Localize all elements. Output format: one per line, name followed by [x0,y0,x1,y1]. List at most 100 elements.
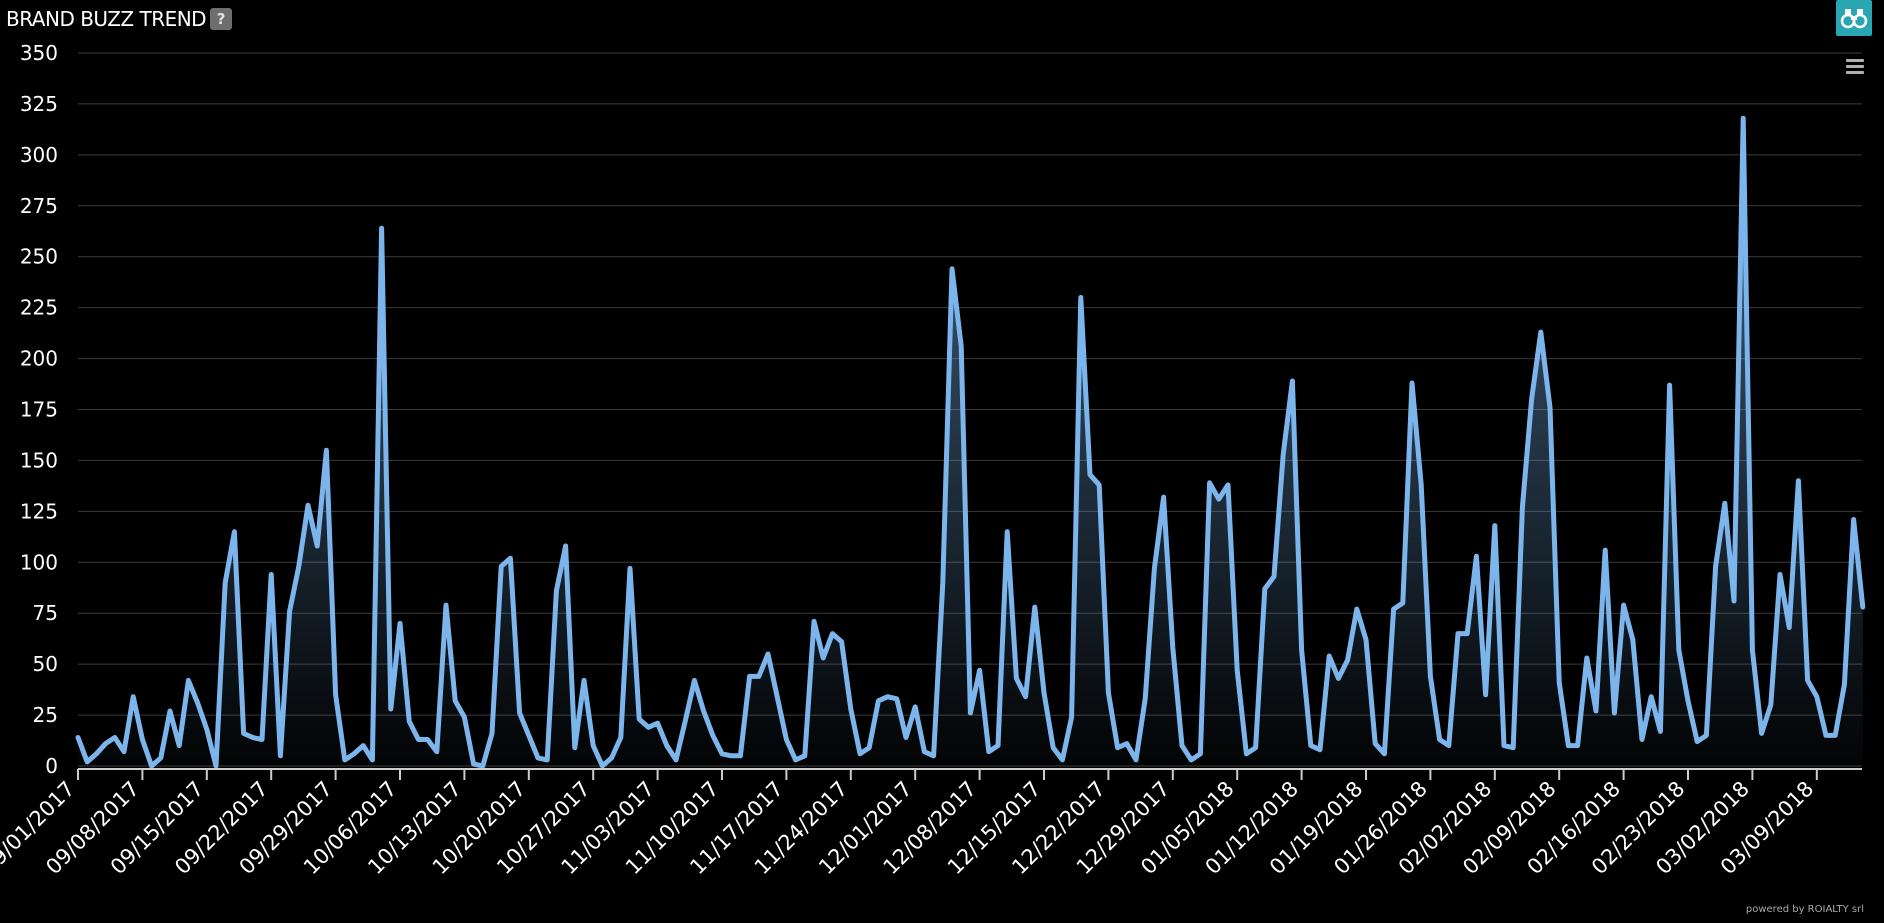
data-point[interactable] [1316,746,1324,754]
data-point[interactable] [746,672,754,680]
data-point[interactable] [460,713,468,721]
data-point[interactable] [810,617,818,625]
data-point[interactable] [1693,738,1701,746]
data-point[interactable] [258,736,266,744]
data-point[interactable] [819,654,827,662]
data-point[interactable] [1583,654,1591,662]
data-point[interactable] [874,697,882,705]
data-point[interactable] [1537,328,1545,336]
data-point[interactable] [608,754,616,762]
data-point[interactable] [1804,676,1812,684]
data-point[interactable] [552,587,560,595]
data-point[interactable] [433,748,441,756]
data-point[interactable] [690,676,698,684]
data-point[interactable] [1463,630,1471,638]
data-point[interactable] [764,650,772,658]
data-point[interactable] [562,542,570,550]
data-point[interactable] [295,562,303,570]
binoculars-icon[interactable] [1836,0,1872,36]
data-point[interactable] [1288,377,1296,385]
data-point[interactable] [194,699,202,707]
data-point[interactable] [341,756,349,764]
data-point[interactable] [83,758,91,766]
data-point[interactable] [1445,742,1453,750]
data-point[interactable] [92,750,100,758]
data-point[interactable] [1712,562,1720,570]
data-point[interactable] [368,756,376,764]
data-point[interactable] [1399,599,1407,607]
data-point[interactable] [74,733,82,741]
data-point[interactable] [184,676,192,684]
data-point[interactable] [230,528,238,536]
data-point[interactable] [856,750,864,758]
data-point[interactable] [1325,652,1333,660]
data-point[interactable] [506,554,514,562]
data-point[interactable] [884,693,892,701]
data-point[interactable] [1206,479,1214,487]
data-point[interactable] [1344,656,1352,664]
data-point[interactable] [525,731,533,739]
data-point[interactable] [1031,603,1039,611]
data-point[interactable] [1298,646,1306,654]
data-point[interactable] [1666,381,1674,389]
data-point[interactable] [1371,740,1379,748]
data-point[interactable] [1610,709,1618,717]
data-point[interactable] [865,744,873,752]
data-point[interactable] [654,719,662,727]
data-point[interactable] [1417,481,1425,489]
data-point[interactable] [663,742,671,750]
data-point[interactable] [1307,742,1315,750]
data-point[interactable] [414,736,422,744]
data-point[interactable] [1436,736,1444,744]
data-point[interactable] [727,752,735,760]
data-point[interactable] [1629,636,1637,644]
data-point[interactable] [792,756,800,764]
data-point[interactable] [1022,693,1030,701]
data-point[interactable] [1574,742,1582,750]
data-point[interactable] [1850,516,1858,524]
data-point[interactable] [681,717,689,725]
data-point[interactable] [571,744,579,752]
data-point[interactable] [1472,552,1480,560]
data-point[interactable] [129,693,137,701]
data-point[interactable] [1546,403,1554,411]
data-point[interactable] [1813,693,1821,701]
data-point[interactable] [1555,678,1563,686]
data-point[interactable] [1095,481,1103,489]
data-point[interactable] [1500,742,1508,750]
data-point[interactable] [1178,742,1186,750]
data-point[interactable] [1748,646,1756,654]
data-point[interactable] [976,666,984,674]
data-point[interactable] [635,715,643,723]
data-point[interactable] [700,707,708,715]
data-point[interactable] [1730,597,1738,605]
data-point[interactable] [1141,695,1149,703]
data-point[interactable] [1334,674,1342,682]
data-point[interactable] [1620,601,1628,609]
data-point[interactable] [1224,481,1232,489]
data-point[interactable] [939,579,947,587]
data-point[interactable] [1380,750,1388,758]
data-point[interactable] [396,619,404,627]
data-point[interactable] [828,630,836,638]
data-point[interactable] [1564,742,1572,750]
data-point[interactable] [1721,499,1729,507]
data-point[interactable] [1426,672,1434,680]
data-point[interactable] [994,742,1002,750]
hamburger-menu-icon[interactable] [1844,56,1866,76]
data-point[interactable] [1528,395,1536,403]
data-point[interactable] [948,265,956,273]
data-point[interactable] [1233,666,1241,674]
data-point[interactable] [1702,731,1710,739]
data-point[interactable] [350,750,358,758]
data-point[interactable] [424,736,432,744]
data-point[interactable] [782,736,790,744]
data-point[interactable] [1859,603,1867,611]
data-point[interactable] [1482,691,1490,699]
data-point[interactable] [111,733,119,741]
data-point[interactable] [157,754,165,762]
data-point[interactable] [516,709,524,717]
data-point[interactable] [773,693,781,701]
data-point[interactable] [801,752,809,760]
data-point[interactable] [166,707,174,715]
